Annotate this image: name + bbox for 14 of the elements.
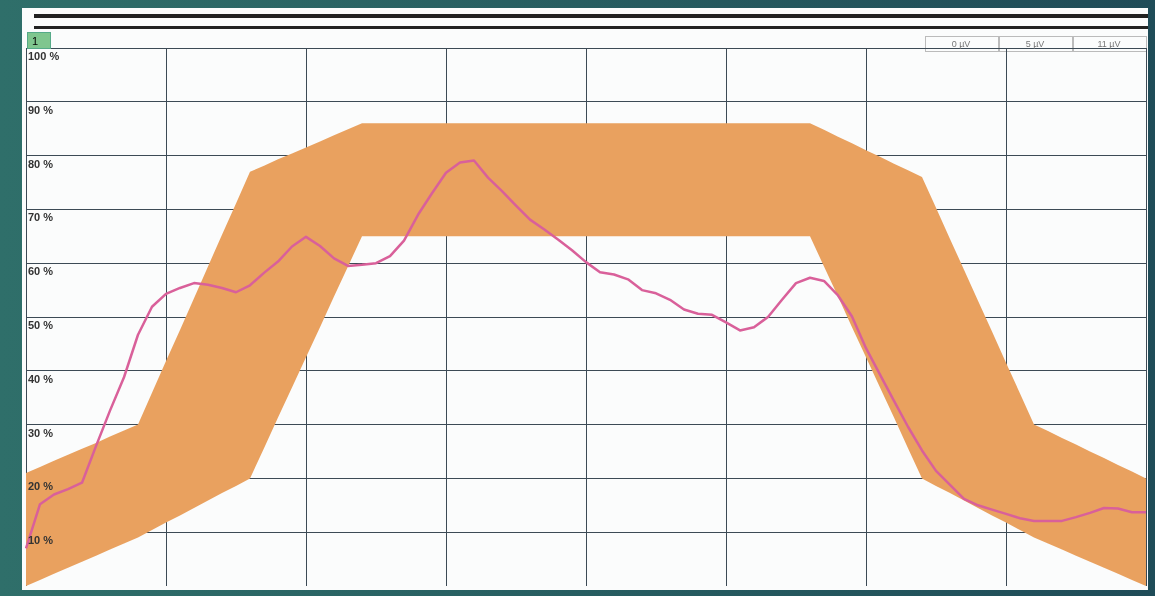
y-tick-label: 20 % [28,480,54,493]
y-tick-label: 10 % [28,534,54,547]
text: 1 [27,32,51,49]
y-tick-label: 40 % [28,372,54,385]
y-tick-label: 30 % [28,426,54,439]
annotation: 11 µV [1073,37,1145,51]
y-tick-label: 90 % [28,103,54,116]
y-tick-label: 60 % [28,265,54,278]
annotation: 5 µV [999,37,1071,51]
y-tick-label: 80 % [28,157,54,170]
y-tick-label: 50 % [28,319,54,332]
y-tick-label: 100 % [28,50,60,63]
y-tick-label: 70 % [28,211,54,224]
annotation: 0 µV [925,37,997,51]
